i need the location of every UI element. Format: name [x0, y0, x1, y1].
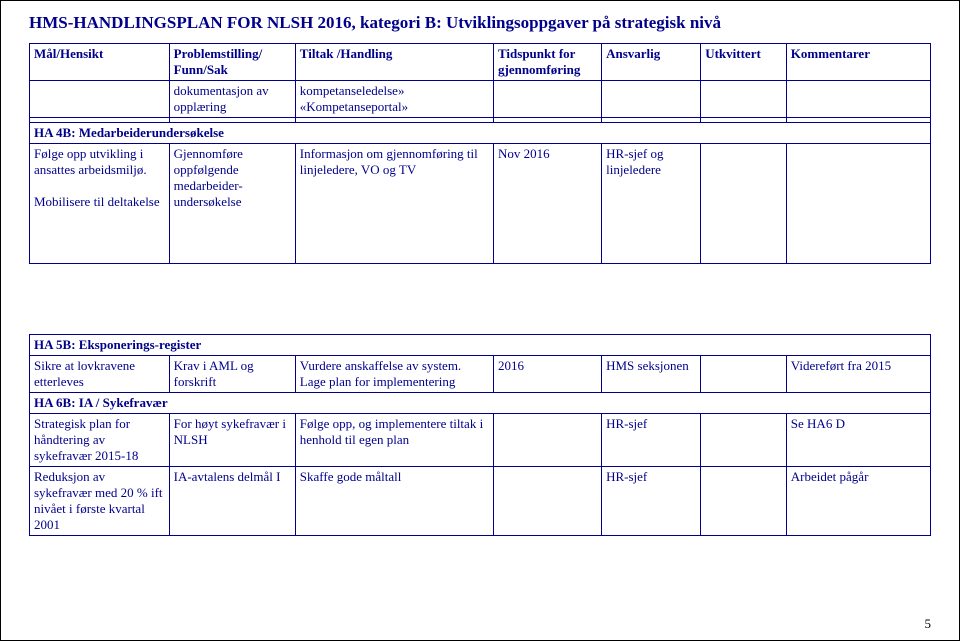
cell: [30, 81, 170, 118]
page-number: 5: [925, 616, 932, 632]
cell: [602, 81, 701, 118]
cell: HR-sjef: [602, 467, 701, 536]
cell: Krav i AML og forskrift: [169, 356, 295, 393]
col-h6: Utkvittert: [701, 44, 787, 81]
cell: [701, 81, 787, 118]
section-heading-row: HA 4B: Medarbeiderundersøkelse: [30, 123, 931, 144]
col-h1: Mål/Hensikt: [30, 44, 170, 81]
cell: HR-sjef og linjeledere: [602, 144, 701, 264]
col-h3: Tiltak /Handling: [295, 44, 493, 81]
table-row: Følge opp utvikling i ansattes arbeidsmi…: [30, 144, 931, 264]
cell: [786, 144, 930, 264]
cell: Følge opp, og implementere tiltak i henh…: [295, 414, 493, 467]
cell: [493, 414, 601, 467]
cell: Skaffe gode måltall: [295, 467, 493, 536]
table-block-1: Mål/Hensikt Problemstilling/ Funn/Sak Ti…: [29, 43, 931, 264]
cell: 2016: [493, 356, 601, 393]
cell: [701, 467, 787, 536]
table-row: dokumentasjon av opplæring kompetanseled…: [30, 81, 931, 118]
table-row: Reduksjon av sykefravær med 20 % ift niv…: [30, 467, 931, 536]
cell: HMS seksjonen: [602, 356, 701, 393]
section-heading: HA 6B: IA / Sykefravær: [30, 393, 931, 414]
col-h5: Ansvarlig: [602, 44, 701, 81]
cell: For høyt sykefravær i NLSH: [169, 414, 295, 467]
cell: Se HA6 D: [786, 414, 930, 467]
cell: [493, 467, 601, 536]
col-h2: Problemstilling/ Funn/Sak: [169, 44, 295, 81]
section-heading: HA 4B: Medarbeiderundersøkelse: [30, 123, 931, 144]
cell: [701, 414, 787, 467]
cell: [701, 356, 787, 393]
cell: Sikre at lovkravene etterleves: [30, 356, 170, 393]
col-h7: Kommentarer: [786, 44, 930, 81]
section-heading: HA 5B: Eksponerings-register: [30, 335, 931, 356]
cell: HR-sjef: [602, 414, 701, 467]
section-heading-row: HA 5B: Eksponerings-register: [30, 335, 931, 356]
cell: Nov 2016: [493, 144, 601, 264]
page-title: HMS-HANDLINGSPLAN FOR NLSH 2016, kategor…: [29, 13, 931, 33]
document-page: HMS-HANDLINGSPLAN FOR NLSH 2016, kategor…: [0, 0, 960, 641]
table-header-row: Mål/Hensikt Problemstilling/ Funn/Sak Ti…: [30, 44, 931, 81]
cell: [786, 81, 930, 118]
cell: kompetanseledelse» «Kompetanseportal»: [295, 81, 493, 118]
cell: Arbeidet pågår: [786, 467, 930, 536]
cell: Strategisk plan for håndtering av sykefr…: [30, 414, 170, 467]
table-row: Strategisk plan for håndtering av sykefr…: [30, 414, 931, 467]
cell: [493, 81, 601, 118]
cell: Informasjon om gjennomføring til linjele…: [295, 144, 493, 264]
cell: IA-avtalens delmål I: [169, 467, 295, 536]
table-row: Sikre at lovkravene etterleves Krav i AM…: [30, 356, 931, 393]
col-h4: Tidspunkt for gjennomføring: [493, 44, 601, 81]
cell: [701, 144, 787, 264]
spacer: [29, 264, 931, 334]
cell: dokumentasjon av opplæring: [169, 81, 295, 118]
cell: Følge opp utvikling i ansattes arbeidsmi…: [30, 144, 170, 264]
cell: Reduksjon av sykefravær med 20 % ift niv…: [30, 467, 170, 536]
table-block-2: HA 5B: Eksponerings-register Sikre at lo…: [29, 334, 931, 536]
section-heading-row: HA 6B: IA / Sykefravær: [30, 393, 931, 414]
cell: Vurdere anskaffelse av system. Lage plan…: [295, 356, 493, 393]
cell: Videreført fra 2015: [786, 356, 930, 393]
cell: Gjennomføre oppfølgende medarbeider-unde…: [169, 144, 295, 264]
